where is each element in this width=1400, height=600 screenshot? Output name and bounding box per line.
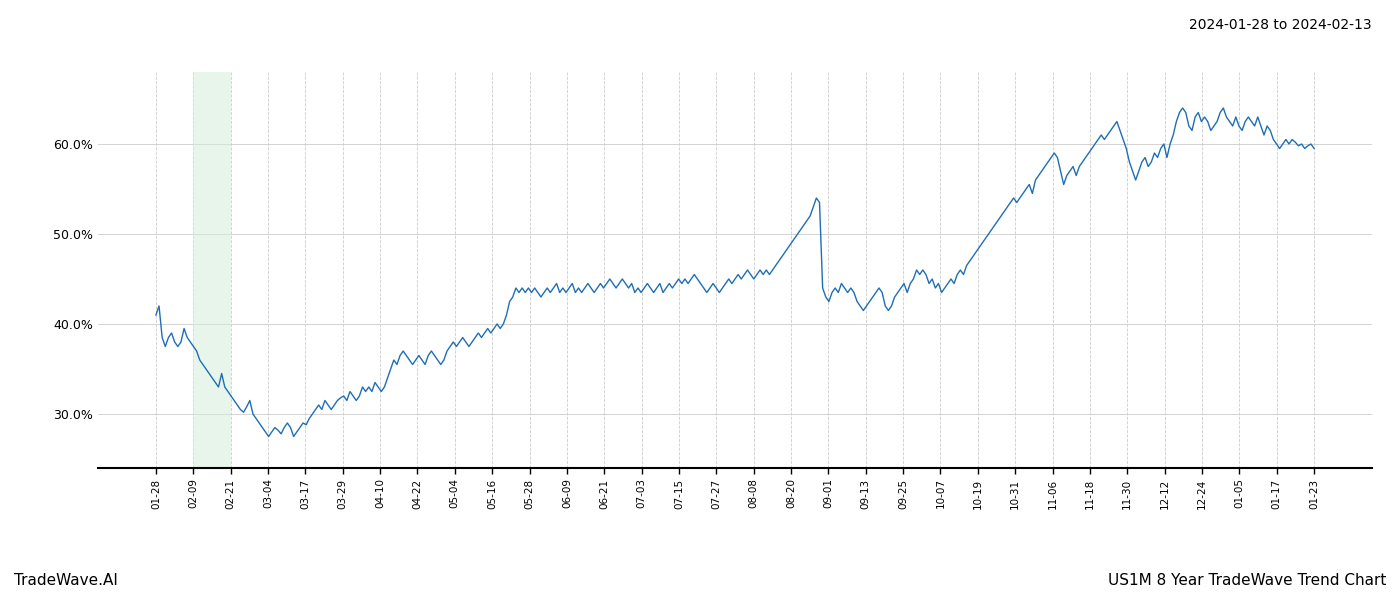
Bar bbox=[193, 72, 231, 468]
Text: 2024-01-28 to 2024-02-13: 2024-01-28 to 2024-02-13 bbox=[1190, 18, 1372, 32]
Text: TradeWave.AI: TradeWave.AI bbox=[14, 573, 118, 588]
Text: US1M 8 Year TradeWave Trend Chart: US1M 8 Year TradeWave Trend Chart bbox=[1107, 573, 1386, 588]
